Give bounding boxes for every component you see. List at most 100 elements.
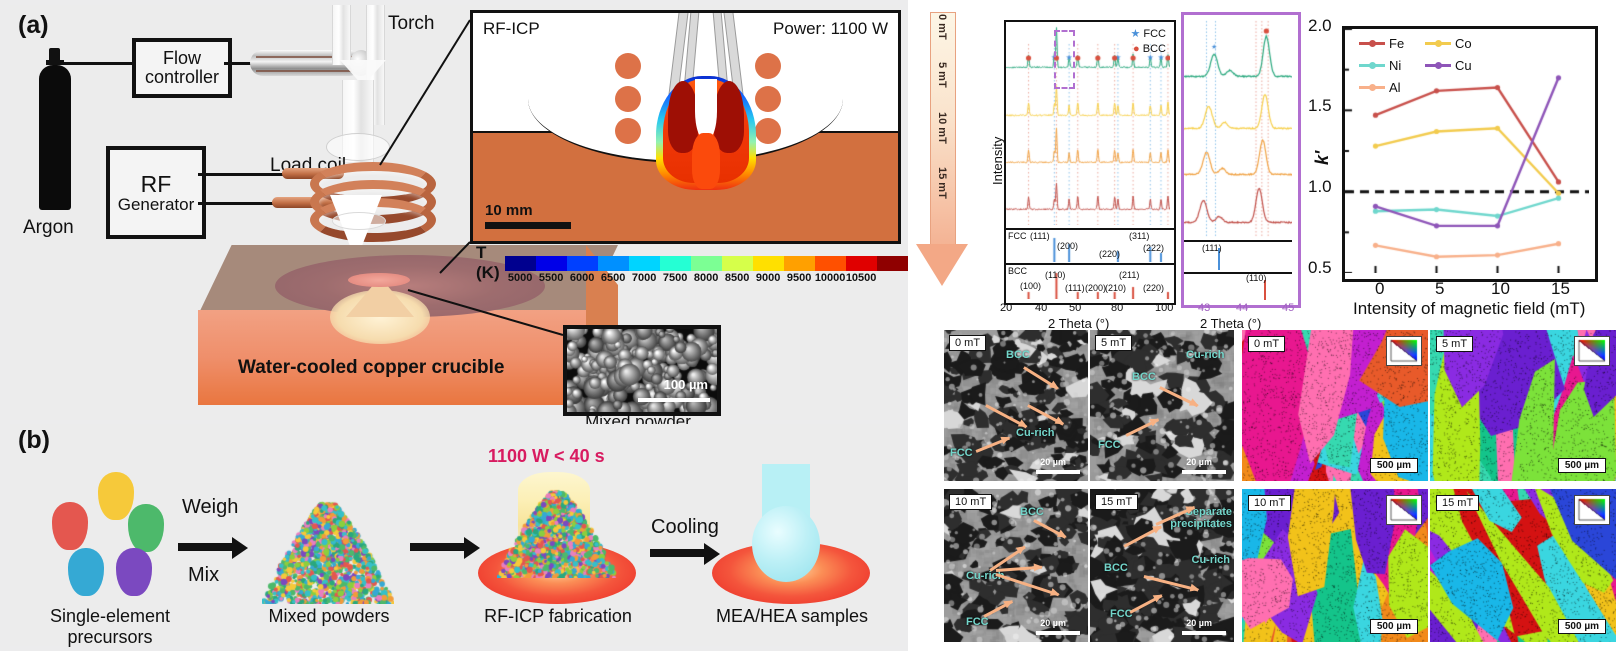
xrd-inset-fcc-ref: (111) bbox=[1184, 240, 1292, 274]
kprime-legend-co: Co bbox=[1425, 36, 1472, 51]
colorbar-cell bbox=[783, 255, 815, 271]
panel-a-label: (a) bbox=[18, 11, 49, 39]
ebsd-tag-10mT: 10 mT bbox=[1248, 495, 1292, 511]
ipf-legend-0mT bbox=[1386, 336, 1422, 366]
sem-image-10mT bbox=[944, 489, 1088, 642]
kprime-xlabel: Intensity of magnetic field (mT) bbox=[1353, 299, 1586, 318]
xrd-inset-traces bbox=[1184, 15, 1292, 237]
icp-flame-notch bbox=[695, 79, 717, 141]
arrow-label-weigh: Weigh bbox=[182, 496, 239, 518]
rf-icp-title: RF-ICP bbox=[483, 19, 540, 38]
kprime-legend-al: Al bbox=[1359, 80, 1401, 95]
ebsd-tag-15mT: 15 mT bbox=[1436, 495, 1480, 511]
sem-note-fcc-5mT: FCC bbox=[1098, 439, 1121, 451]
xrd-ylabel: Intensity bbox=[990, 136, 1005, 185]
xrd-tick-40: 40 bbox=[1035, 302, 1048, 314]
inset-bcc-hkl: (110) bbox=[1246, 273, 1267, 283]
sem-scalebar-label-5mT: 20 µm bbox=[1186, 457, 1212, 467]
magnetic-field-arrow-head bbox=[916, 244, 968, 286]
xrd-legend-fcc-label: FCC bbox=[1143, 28, 1166, 40]
precursor-blob-green bbox=[128, 504, 164, 552]
icp-flame-lower bbox=[692, 133, 720, 189]
sem-scalebar-label-0mT: 20 µm bbox=[1040, 457, 1066, 467]
colorbar-cell bbox=[876, 255, 908, 271]
xrd-legend-fcc: ★ FCC bbox=[1130, 28, 1166, 40]
legend-line-co bbox=[1425, 40, 1451, 46]
colorbar-tick: 8500 bbox=[724, 271, 750, 284]
rf-icp-power: Power: 1100 W bbox=[773, 19, 888, 38]
colorbar-cell bbox=[845, 255, 877, 271]
icp-coil-dot-l3 bbox=[615, 118, 641, 144]
torch-tube-left bbox=[332, 5, 351, 65]
ipf-triangle-0mT bbox=[1387, 337, 1421, 365]
step-caption-samples: MEA/HEA samples bbox=[715, 606, 869, 626]
icp-coil-dot-r2 bbox=[755, 86, 781, 112]
icp-coil-dot-r3 bbox=[755, 118, 781, 144]
cylinder-valve bbox=[49, 48, 60, 62]
wire-rf-coil-2 bbox=[198, 202, 283, 205]
wire-cylinder-flow bbox=[58, 62, 134, 65]
colorbar-tick: 8000 bbox=[693, 271, 719, 284]
icp-scalebar-label: 10 mm bbox=[485, 202, 533, 219]
sem-image-5mT bbox=[1090, 330, 1234, 481]
sem-note-bcc-10mT: BCC bbox=[1020, 506, 1044, 518]
xrd-fcc-hkl-222: (222) bbox=[1143, 243, 1165, 253]
ebsd-tile-10mT: 10 mT 500 µm bbox=[1242, 489, 1428, 642]
sem-note-fcc-10mT: FCC bbox=[966, 616, 989, 628]
colorbar-ticks: 5000 5500 6000 6500 7000 7500 8000 8500 9000 9500… bbox=[505, 272, 877, 284]
right-results-block: 0 mT 5 mT 10 mT 15 mT Intensity ★ FCC ● … bbox=[908, 0, 1621, 651]
sem-note-bcc-0mT: BCC bbox=[1006, 349, 1030, 361]
wire-rf-coil-1 bbox=[198, 173, 308, 176]
legend-line-ni bbox=[1359, 62, 1385, 68]
sem-note-curich-15mT: Cu-rich bbox=[1191, 554, 1231, 566]
ebsd-tile-5mT: 5 mT 500 µm bbox=[1430, 330, 1616, 481]
process-arrow-1-head bbox=[232, 537, 248, 559]
xrd-inset-xlabel: 2 Theta (°) bbox=[1200, 316, 1262, 331]
ebsd-scalebar-0mT: 500 µm bbox=[1369, 458, 1418, 473]
icp-flame-core-right bbox=[714, 81, 744, 153]
colorbar-cell bbox=[504, 255, 536, 271]
xrd-legend-bcc: ● BCC bbox=[1133, 43, 1166, 55]
kprime-legend-ni: Ni bbox=[1359, 58, 1401, 73]
colorbar-tick: 9500 bbox=[786, 271, 812, 284]
xrd-zoom-region-box bbox=[1054, 30, 1075, 89]
kprime-chart: Fe Co Ni Cu Al bbox=[1342, 26, 1598, 282]
legend-label-al: Al bbox=[1389, 80, 1401, 95]
crucible-label: Water-cooled copper crucible bbox=[238, 357, 505, 378]
power-note: 1100 W < 40 s bbox=[488, 446, 605, 466]
coil-lead-top bbox=[282, 168, 344, 179]
xrd-inset-plot: (111) (110) bbox=[1181, 12, 1301, 308]
process-arrow-3-head bbox=[704, 543, 720, 565]
colorbar-tick: 7500 bbox=[662, 271, 688, 284]
xrd-inset-tick-45: 45 bbox=[1282, 302, 1295, 314]
rf-generator-box: RF Generator bbox=[106, 146, 206, 239]
xrd-legend-bcc-label: BCC bbox=[1142, 43, 1166, 55]
colorbar-cell bbox=[597, 255, 629, 271]
sem-note-curich-5mT: Cu-rich bbox=[1186, 349, 1225, 361]
colorbar-cell bbox=[659, 255, 691, 271]
panel-b: (b) Single-element precursors Weigh Mix … bbox=[10, 424, 900, 647]
arrow-label-mix: Mix bbox=[188, 564, 220, 586]
field-label-15mT: 15 mT bbox=[936, 167, 948, 199]
legend-label-ni: Ni bbox=[1389, 58, 1402, 73]
mixed-powder-sem: 100 µm bbox=[563, 325, 721, 416]
cylinder-valve-top bbox=[46, 60, 64, 65]
colorbar-cell bbox=[721, 255, 753, 271]
xrd-xlabel: 2 Theta (°) bbox=[1048, 316, 1110, 331]
kprime-xtick-10: 10 bbox=[1491, 279, 1510, 298]
sem-note-precipitates-15mT: Separate precipitates bbox=[1170, 506, 1232, 530]
colorbar-cell bbox=[535, 255, 567, 271]
xrd-tick-50: 50 bbox=[1069, 302, 1082, 314]
powder-scalebar bbox=[638, 398, 710, 402]
step-caption-fabrication: RF-ICP fabrication bbox=[484, 606, 632, 626]
xrd-bcc-row-label: BCC bbox=[1008, 266, 1028, 276]
process-arrow-2-head bbox=[464, 537, 480, 559]
xrd-inset-tick-44: 44 bbox=[1236, 302, 1249, 314]
kprime-plot-area bbox=[1345, 29, 1589, 273]
step-caption-mixed-powders: Mixed powders bbox=[268, 606, 390, 626]
powder-scalebar-label: 100 µm bbox=[663, 377, 708, 392]
panel-b-label: (b) bbox=[18, 426, 50, 454]
precursor-blob-purple bbox=[116, 548, 152, 596]
kprime-legend-cu: Cu bbox=[1425, 58, 1472, 73]
ebsd-scalebar-10mT: 500 µm bbox=[1369, 619, 1418, 634]
